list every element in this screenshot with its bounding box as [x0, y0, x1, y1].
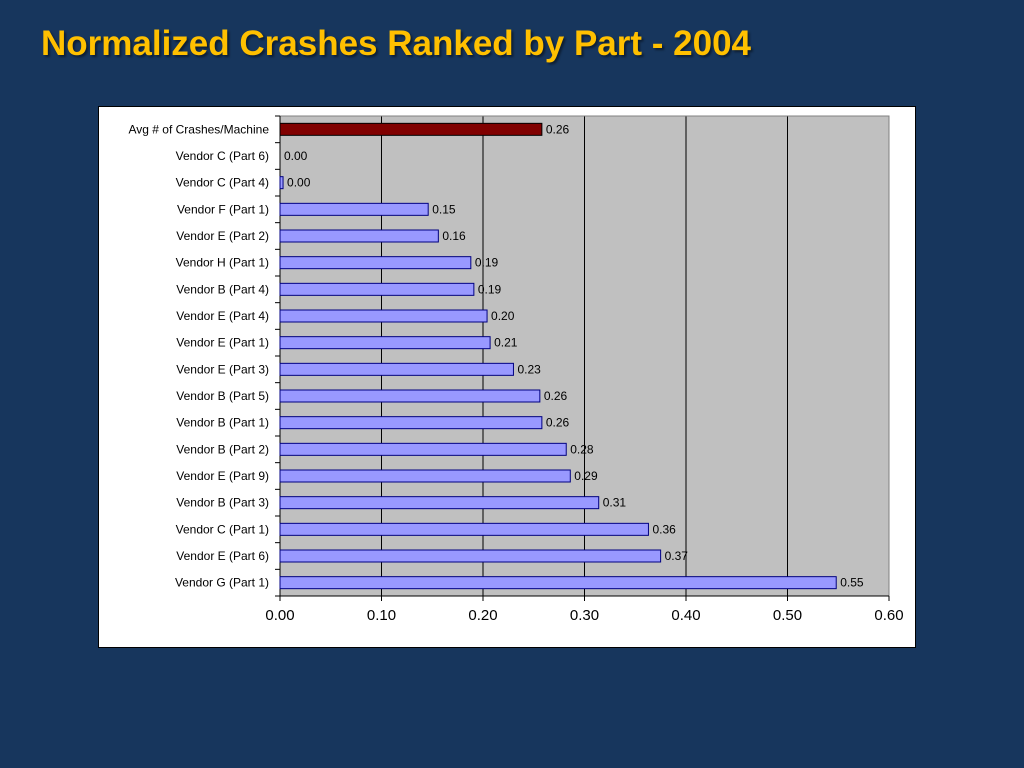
data-label: 0.29: [574, 469, 598, 483]
bar: [279, 229, 439, 243]
bar: [279, 496, 600, 510]
data-label: 0.19: [475, 256, 499, 270]
slide-title: Normalized Crashes Ranked by Part - 2004: [41, 24, 752, 63]
category-label: Vendor E (Part 4): [176, 309, 269, 323]
data-label: 0.55: [840, 576, 864, 590]
category-label: Vendor B (Part 3): [176, 496, 269, 510]
data-label: 0.19: [478, 282, 502, 296]
data-label: 0.00: [284, 149, 308, 163]
category-label: Vendor C (Part 1): [176, 522, 269, 536]
bar: [279, 549, 662, 563]
category-label: Vendor B (Part 5): [176, 389, 269, 403]
data-label: 0.26: [546, 416, 570, 430]
x-tick-label: 0.10: [367, 607, 396, 624]
category-label: Vendor E (Part 2): [176, 229, 269, 243]
x-tick-label: 0.20: [468, 607, 497, 624]
category-label: Vendor G (Part 1): [175, 576, 269, 590]
chart-frame: 0.00 0.10 0.20 0.30 0.40 0.50 0.60 Avg # of Cra…: [98, 106, 916, 648]
category-label: Vendor H (Part 1): [176, 256, 269, 270]
category-label: Vendor F (Part 1): [177, 202, 269, 216]
category-label: Vendor C (Part 4): [176, 176, 269, 190]
x-tick-label: 0.00: [265, 607, 294, 624]
bar: [279, 176, 284, 190]
bar: [279, 256, 472, 270]
category-label: Vendor E (Part 6): [176, 549, 269, 563]
bar: [279, 576, 837, 590]
bar: [279, 309, 488, 323]
bar-highlight: [279, 122, 543, 136]
category-label: Vendor E (Part 3): [176, 362, 269, 376]
data-label: 0.21: [494, 336, 518, 350]
data-label: 0.26: [544, 389, 568, 403]
bar-chart: 0.00 0.10 0.20 0.30 0.40 0.50 0.60 Avg # of Cra…: [128, 115, 904, 624]
bar: [279, 416, 543, 430]
category-label: Vendor B (Part 2): [176, 442, 269, 456]
category-label: Vendor C (Part 6): [176, 149, 269, 163]
category-label: Vendor B (Part 1): [176, 416, 269, 430]
x-tick-label: 0.50: [773, 607, 802, 624]
bar: [279, 469, 571, 483]
data-label: 0.23: [517, 362, 541, 376]
data-label: 0.31: [603, 496, 627, 510]
x-tick-label: 0.60: [874, 607, 903, 624]
data-label: 0.36: [652, 522, 676, 536]
data-label: 0.20: [491, 309, 515, 323]
bar: [279, 389, 541, 403]
bar: [279, 282, 475, 296]
data-label: 0.16: [442, 229, 466, 243]
bar: [279, 336, 491, 350]
category-label: Avg # of Crashes/Machine: [128, 122, 269, 136]
x-tick-label: 0.40: [671, 607, 700, 624]
bar: [279, 202, 429, 216]
bar: [279, 362, 514, 376]
category-label: Vendor B (Part 4): [176, 282, 269, 296]
category-label: Vendor E (Part 9): [176, 469, 269, 483]
data-label: 0.37: [665, 549, 689, 563]
category-label: Vendor E (Part 1): [176, 336, 269, 350]
data-label: 0.15: [432, 202, 456, 216]
data-label: 0.00: [287, 176, 311, 190]
data-label: 0.26: [546, 122, 570, 136]
bar: [279, 522, 649, 536]
x-tick-label: 0.30: [570, 607, 599, 624]
data-label: 0.28: [570, 442, 594, 456]
bar: [279, 442, 567, 456]
